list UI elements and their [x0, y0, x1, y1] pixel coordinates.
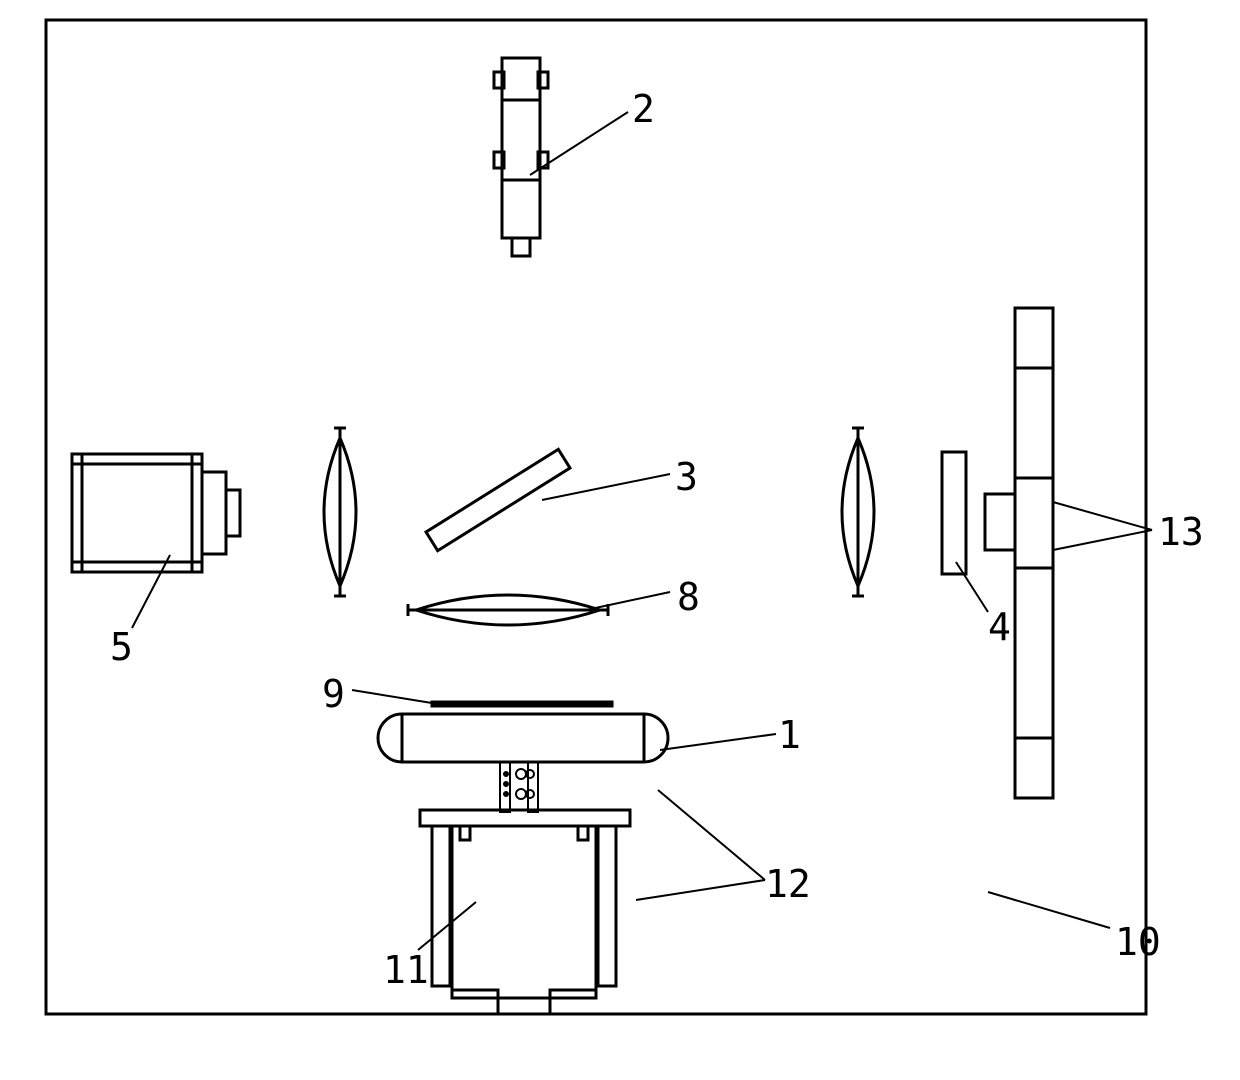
label-11: 11: [383, 948, 429, 992]
label-8: 8: [677, 575, 700, 619]
label-5: 5: [110, 625, 133, 669]
label-13: 13: [1158, 510, 1204, 554]
component-11: [420, 810, 630, 1014]
label-12: 12: [765, 862, 811, 906]
label-10: 10: [1115, 920, 1161, 964]
component-12: [500, 762, 538, 812]
component-5: [72, 454, 240, 572]
component-2: [494, 58, 548, 256]
leader-lines: [132, 112, 1152, 950]
component-1: [378, 714, 668, 762]
schematic-svg: [0, 0, 1240, 1080]
label-4: 4: [988, 605, 1011, 649]
component-4: [942, 452, 966, 574]
left-lens: [324, 428, 356, 596]
component-9: [432, 702, 612, 706]
component-13: [985, 308, 1053, 798]
label-9: 9: [322, 672, 345, 716]
right-lens: [842, 428, 874, 596]
label-1: 1: [778, 713, 801, 757]
label-2: 2: [632, 87, 655, 131]
component-8: [408, 595, 608, 625]
component-3: [426, 449, 570, 550]
label-3: 3: [675, 455, 698, 499]
